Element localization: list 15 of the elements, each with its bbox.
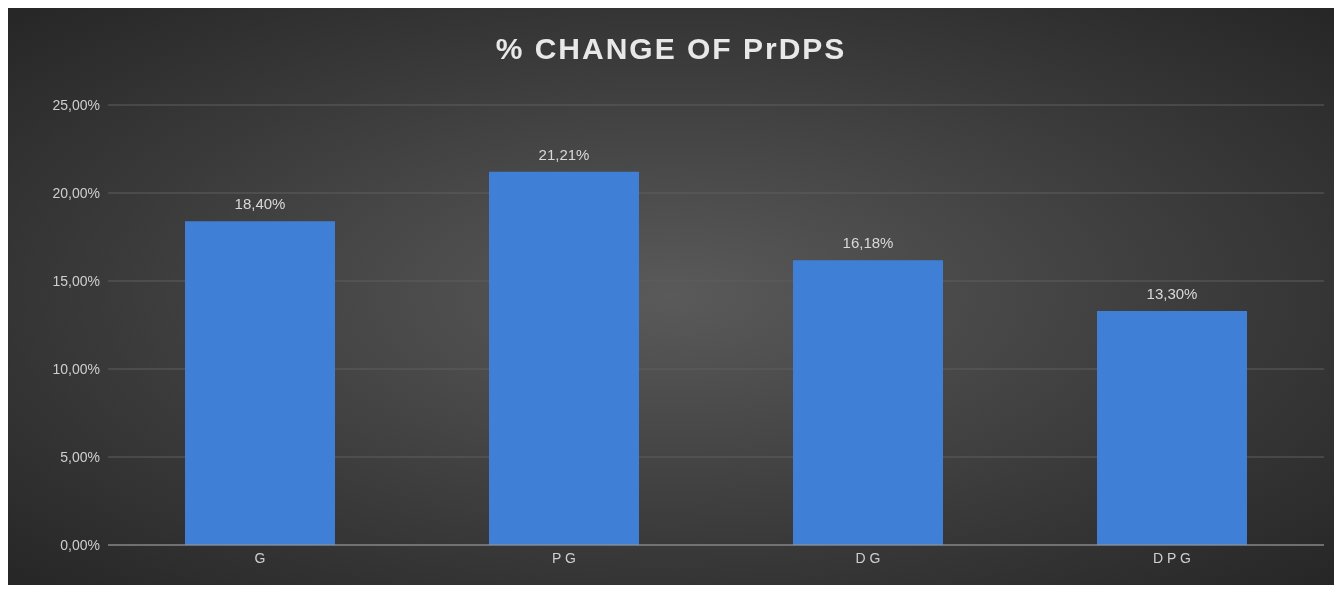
y-tick-label: 0,00% [60,536,100,553]
y-tick-label: 25,00% [52,96,100,113]
data-label: 13,30% [1146,284,1198,302]
y-tick-label: 15,00% [52,272,100,289]
y-tick-label: 10,00% [52,360,100,377]
y-tick-label: 20,00% [52,184,100,201]
chart-title: % CHANGE OF PrDPS [494,32,848,66]
x-tick-label: D P G [1153,549,1191,566]
x-tick-label: D G [855,549,881,566]
y-tick-label: 5,00% [60,448,100,465]
x-tick-label: P G [552,549,576,566]
data-label: 21,21% [538,145,590,163]
data-label: 16,18% [842,234,894,252]
data-label: 18,40% [234,195,286,213]
x-tick-label: G [254,549,266,566]
